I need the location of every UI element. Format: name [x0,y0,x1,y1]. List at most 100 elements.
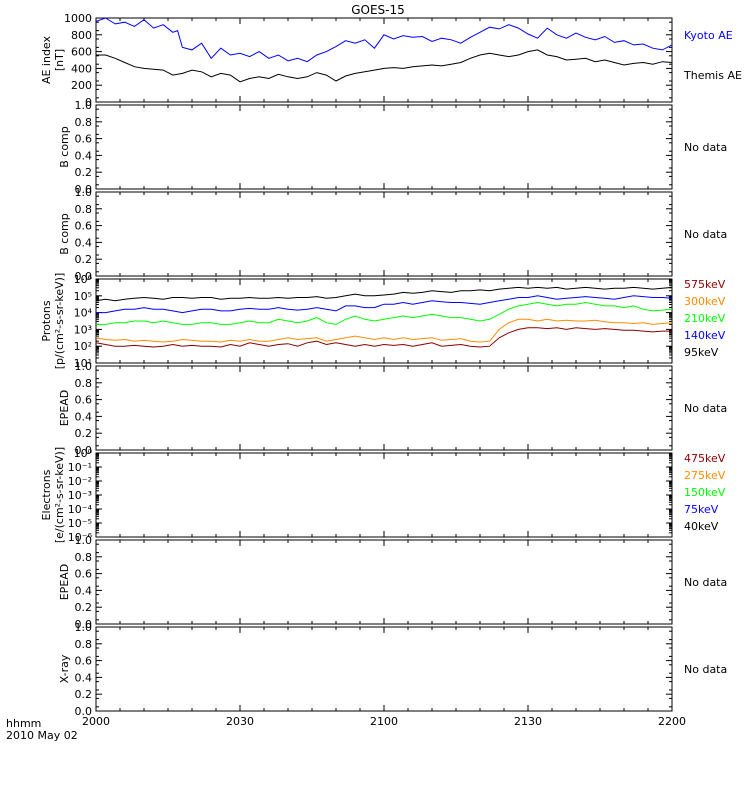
y-tick-label: 0.4 [75,149,93,162]
legend-entry: 150keV [684,486,726,499]
x-tick-label: 2030 [226,715,254,728]
y-tick-label: 10⁴ [74,307,93,320]
y-tick-label: 10⁶ [74,273,93,286]
y-tick-label: 10⁻⁶ [68,531,93,544]
y-tick-label: 10² [74,340,92,353]
panel-bcomp1: 0.0 0.2 0.4 0.6 0.8 1.0 B comp No data [58,99,727,196]
legend-entry: 475keV [684,452,726,465]
legend-entry: 95keV [684,346,719,359]
y-tick-label: 0.6 [75,394,93,407]
y-tick-label: 10⁰ [74,447,93,460]
y-tick-label: 0.4 [75,584,93,597]
series-line-140kev [96,295,673,314]
y-tick-label: 0.0 [75,444,93,457]
y-tick-label: 10³ [74,323,92,336]
y-axis-unit: [nT] [53,49,66,71]
no-data-label: No data [684,141,727,154]
x-tick-label: 2200 [658,715,686,728]
y-axis-label: EPEAD [58,564,71,601]
y-tick-label: 10⁻⁴ [68,503,93,516]
y-tick-label: 400 [71,62,92,75]
y-tick-label: 0.0 [75,183,93,196]
y-tick-label: 1.0 [75,534,93,547]
y-tick-label: 0.8 [75,116,93,129]
panel-frame [95,365,673,451]
y-tick-label: 0.6 [75,220,93,233]
y-tick-label: 600 [71,46,92,59]
x-tick-label: 2130 [514,715,542,728]
panel-epead2: 0.0 0.2 0.4 0.6 0.8 1.0 EPEAD No data [58,534,727,631]
y-axis-label: B comp [58,213,71,255]
y-tick-label: 0.0 [75,705,93,718]
panel-frame [95,191,673,277]
series-line-210kev [96,301,673,325]
y-axis-label: X-ray [58,654,71,683]
y-tick-label: 0.8 [75,638,93,651]
time-axis-label: hhmm [6,717,41,730]
legend-entry: 300keV [684,295,726,308]
series-line-300kev [95,318,673,343]
panel-frame [95,17,673,103]
y-tick-label: 1.0 [75,99,93,112]
y-tick-label: 0.8 [75,551,93,564]
y-tick-label: 10⁻³ [68,489,92,502]
panel-frame [95,539,673,625]
legend-entry: 575keV [684,278,726,291]
series-line-95kev [95,286,673,302]
y-tick-label: 0.4 [75,671,93,684]
y-tick-label: 1.0 [75,621,93,634]
y-tick-label: 0.4 [75,410,93,423]
y-tick-label: 0.6 [75,568,93,581]
no-data-label: No data [684,228,727,241]
y-tick-label: 10⁻⁵ [68,517,92,530]
y-tick-label: 0.0 [75,270,93,283]
y-axis-label: Electrons [40,469,53,520]
panel-epead1: 0.0 0.2 0.4 0.6 0.8 1.0 EPEAD No data [58,360,727,457]
y-tick-label: 800 [71,29,92,42]
y-axis-label: AE index [40,35,53,84]
no-data-label: No data [684,402,727,415]
y-tick-label: 1.0 [75,186,93,199]
y-tick-label: 10⁻¹ [68,461,92,474]
series-line-themis-ae [96,49,673,83]
y-axis-unit: [p/(cm²-s-sr-keV)] [53,273,66,370]
y-axis-label: Protons [40,300,53,341]
y-tick-label: 10⁵ [74,290,92,303]
no-data-label: No data [684,663,727,676]
legend-entry: 140keV [684,329,726,342]
y-tick-label: 0.4 [75,236,93,249]
y-tick-label: 10⁻² [68,475,92,488]
x-tick-label: 2000 [82,715,110,728]
legend-entry: 275keV [684,469,726,482]
chart-title: GOES-15 [351,3,405,17]
y-tick-label: 0.2 [75,166,93,179]
panel-frame [95,104,673,190]
panel-xray: 0.0 0.2 0.4 0.6 0.8 1.0 X-ray No data [58,621,727,718]
legend-entry: 40keV [684,520,719,533]
y-axis-label: EPEAD [58,390,71,427]
y-axis-label: B comp [58,126,71,168]
y-tick-label: 0.2 [75,688,93,701]
y-tick-label: 0.8 [75,377,93,390]
panel-frame [95,452,673,538]
no-data-label: No data [684,576,727,589]
series-line-575kev [95,327,672,348]
date-label: 2010 May 02 [6,729,78,742]
y-tick-label: 200 [71,79,92,92]
y-axis-unit: [e/(cm²-s-sr-keV)] [53,447,66,543]
y-tick-label: 1000 [64,12,92,25]
panel-ae: 0 200 400 600 800 1000 AE index [nT] Kyoto AE The… [40,12,742,109]
y-tick-label: 0.8 [75,203,93,216]
legend-entry: Kyoto AE [684,29,733,42]
y-tick-label: 0.6 [75,655,93,668]
panel-frame [95,626,673,712]
y-tick-label: 0.6 [75,133,93,146]
legend-entry: 75keV [684,503,719,516]
panel-protons: 10¹ 10² 10³ 10⁴ 10⁵ 10⁶ Protons [p/(cm²-s-sr-ke… [40,273,726,370]
y-tick-label: 0 [85,96,92,109]
x-tick-label: 2100 [370,715,398,728]
legend-entry: 210keV [684,312,726,325]
legend-entry: Themis AE [683,69,742,82]
